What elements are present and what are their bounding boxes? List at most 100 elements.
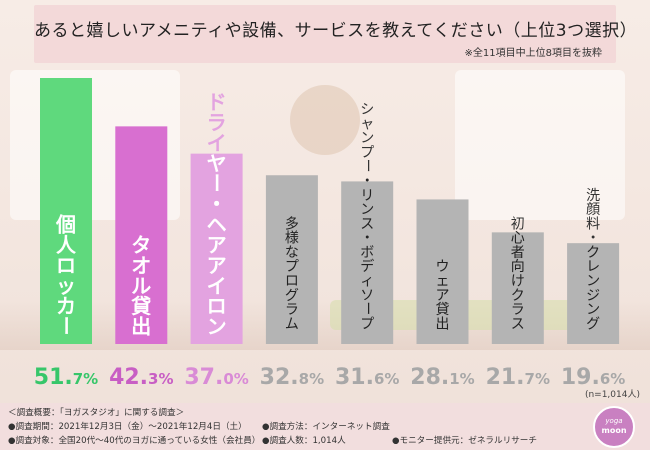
svg-text:な: な: [285, 245, 299, 261]
svg-text:ロ: ロ: [207, 294, 227, 318]
svg-text:・: ・: [360, 231, 374, 247]
svg-text:ロ: ロ: [56, 253, 76, 277]
svg-text:ス: ス: [511, 316, 525, 332]
svg-text:貸: 貸: [130, 294, 151, 318]
title-box: あると嬉しいアメニティや設備、サービスを教えてください（上位3つ選択） ※全11…: [34, 5, 638, 63]
svg-text:者: 者: [511, 245, 525, 261]
svg-text:出: 出: [131, 315, 151, 339]
bar-3: [190, 153, 243, 344]
logo-line-1: yoga: [605, 417, 623, 425]
survey-period: ●調査期間：2021年12月3日（金）〜2021年12月4日（土）: [8, 422, 247, 432]
svg-text:ア: ア: [207, 253, 227, 277]
svg-text:ヤ: ヤ: [207, 151, 227, 175]
svg-text:ク: ク: [511, 288, 525, 304]
svg-text:ン: ン: [360, 131, 374, 147]
svg-text:ラ: ラ: [285, 302, 299, 318]
bar-4: [265, 175, 318, 344]
svg-text:カ: カ: [56, 294, 76, 318]
value-label-8: 19.6%: [561, 365, 625, 390]
svg-text:ボ: ボ: [360, 245, 374, 261]
bar-chart: 個人ロッカー51.7%タオル貸出42.3%ドライヤー・ヘアアイロン37.0%多様…: [34, 78, 640, 400]
value-label-7: 21.7%: [486, 365, 550, 390]
bar-1: [40, 78, 92, 344]
svg-text:様: 様: [285, 231, 299, 247]
svg-text:ー: ー: [205, 173, 229, 193]
svg-text:リ: リ: [360, 188, 374, 204]
chart-subtitle: ※全11項目中上位8項目を抜粋: [464, 48, 602, 59]
svg-text:け: け: [511, 273, 525, 289]
svg-text:ン: ン: [586, 273, 600, 289]
bar-8: [567, 243, 620, 344]
svg-text:プ: プ: [285, 259, 299, 275]
svg-text:イ: イ: [207, 131, 227, 155]
svg-text:料: 料: [586, 216, 600, 232]
svg-text:初: 初: [511, 215, 525, 232]
survey-provider: ●モニター提供元：ゼネラルリサーチ: [392, 436, 537, 446]
svg-text:多: 多: [285, 215, 299, 232]
svg-text:個: 個: [55, 213, 76, 237]
svg-text:ン: ン: [207, 315, 227, 339]
svg-text:ロ: ロ: [285, 273, 299, 289]
svg-text:ー: ー: [54, 316, 78, 336]
svg-text:ム: ム: [285, 316, 299, 332]
svg-text:・: ・: [360, 174, 374, 190]
chart-title: あると嬉しいアメニティや設備、サービスを教えてください（上位3つ選択）: [34, 21, 638, 41]
svg-text:ン: ン: [586, 302, 600, 318]
svg-text:ー: ー: [359, 159, 375, 173]
svg-text:出: 出: [436, 316, 450, 332]
svg-text:向: 向: [511, 259, 525, 275]
svg-text:オ: オ: [131, 253, 151, 277]
svg-text:・: ・: [207, 192, 227, 216]
value-label-2: 42.3%: [109, 365, 173, 390]
background-window: [455, 70, 625, 220]
svg-text:ン: ン: [360, 202, 374, 218]
svg-text:デ: デ: [360, 258, 374, 275]
survey-target: ●調査対象：全国20代〜40代のヨガに通っている女性（会社員）: [8, 436, 261, 446]
svg-text:ェ: ェ: [436, 273, 450, 289]
svg-text:ヘ: ヘ: [207, 213, 227, 237]
svg-text:貸: 貸: [436, 302, 450, 318]
svg-text:グ: グ: [285, 288, 299, 304]
svg-text:ラ: ラ: [511, 302, 525, 318]
svg-text:顔: 顔: [586, 202, 600, 218]
svg-text:ャ: ャ: [360, 116, 374, 132]
value-label-4: 32.8%: [260, 365, 324, 390]
survey-count: ●調査人数：1,014人: [262, 436, 346, 446]
svg-text:タ: タ: [131, 233, 151, 257]
svg-text:ル: ル: [131, 274, 151, 298]
svg-text:ク: ク: [586, 245, 600, 261]
svg-text:プ: プ: [360, 316, 374, 332]
svg-text:心: 心: [511, 231, 525, 247]
bar-6: [416, 199, 469, 344]
survey-method: ●調査方法：インターネット調査: [262, 422, 390, 432]
sample-size-note: (n=1,014人): [585, 389, 640, 400]
svg-text:プ: プ: [360, 145, 374, 161]
svg-text:ィ: ィ: [360, 273, 374, 289]
bar-7: [491, 232, 544, 344]
svg-text:人: 人: [56, 233, 77, 257]
svg-text:レ: レ: [586, 259, 600, 275]
value-label-1: 51.7%: [34, 365, 98, 390]
bar-5: [341, 181, 394, 344]
svg-text:ア: ア: [436, 288, 450, 304]
svg-text:洗: 洗: [586, 188, 600, 204]
svg-text:ア: ア: [207, 233, 227, 257]
svg-text:ジ: ジ: [586, 288, 600, 304]
svg-text:・: ・: [586, 231, 600, 247]
value-label-5: 31.6%: [335, 365, 399, 390]
logo-line-2: moon: [601, 426, 627, 435]
survey-heading: ＜調査概要：「ヨガスタジオ」に関する調査＞: [8, 408, 185, 418]
svg-text:ド: ド: [207, 90, 227, 114]
svg-text:ソ: ソ: [360, 288, 374, 304]
svg-text:ー: ー: [359, 301, 375, 315]
svg-text:シ: シ: [360, 102, 374, 118]
